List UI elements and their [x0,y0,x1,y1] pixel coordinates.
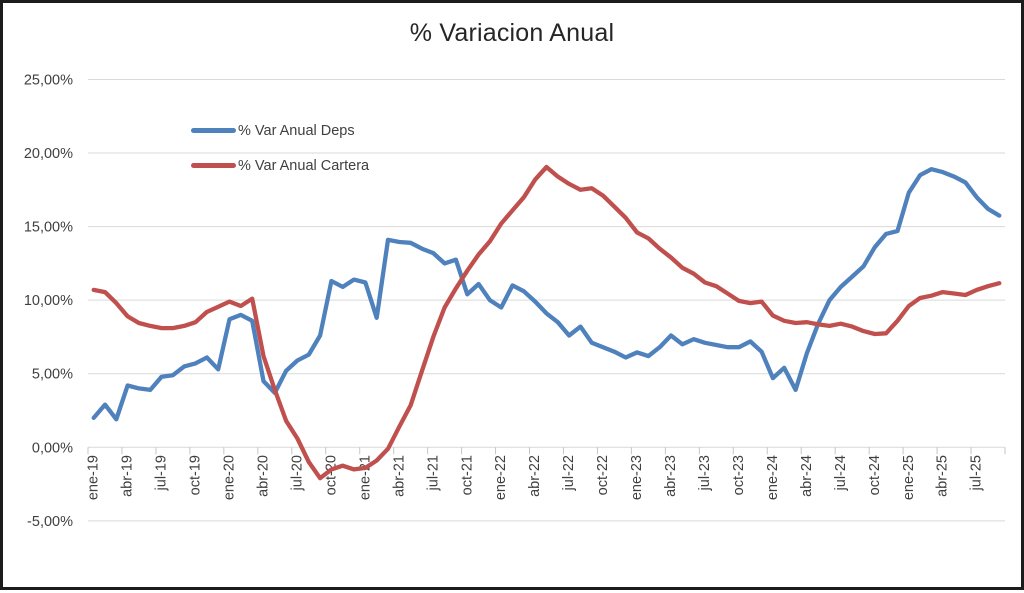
x-axis-label: abr-22 [527,455,543,497]
x-axis-label: jul-22 [561,455,577,491]
y-axis-label: -5,00% [27,514,73,530]
legend-item-cartera: % Var Anual Cartera [191,148,369,183]
x-axis-label: oct-19 [188,455,204,495]
y-axis-label: 5,00% [32,367,73,383]
y-axis-label: 0,00% [32,440,73,456]
y-axis-label: 15,00% [24,220,73,236]
x-axis-label: jul-24 [833,455,849,491]
x-axis-label: ene-23 [629,455,645,500]
y-axis-label: 25,00% [24,72,73,88]
x-axis-label: jul-19 [154,455,170,491]
x-axis-label: oct-24 [867,455,883,495]
x-axis-label: oct-21 [459,455,475,495]
x-axis-label: oct-23 [731,455,747,495]
line-chart: 25,00% 20,00% 15,00% 10,00% 5,00% 0,00% -5,00%… [24,72,1006,530]
y-axis-label: 20,00% [24,146,73,162]
x-axis-label: ene-25 [901,455,917,500]
chart-title: % Variacion Anual [409,19,615,47]
x-axis-label: oct-20 [323,455,339,495]
legend: % Var Anual Deps % Var Anual Cartera [191,113,369,183]
x-axis-label: ene-22 [493,455,509,500]
x-axis-label: ene-19 [86,455,102,500]
x-axis-label: abr-25 [935,455,951,497]
x-axis-label: abr-20 [255,455,271,497]
series-line-deps [91,167,1002,422]
x-axis-label: jul-20 [289,455,305,491]
x-axis-label: oct-22 [595,455,611,495]
x-axis-label: ene-20 [222,455,238,500]
x-axis-label: abr-19 [120,455,136,497]
legend-label-deps: % Var Anual Deps [238,122,355,139]
series-line-cartera [91,164,1002,481]
x-axis-label: jul-21 [425,455,441,491]
x-axis-label: abr-24 [799,455,815,497]
x-axis-label: jul-25 [969,455,985,491]
legend-item-deps: % Var Anual Deps [191,113,369,148]
y-axis-label: 10,00% [24,293,73,309]
x-axis-label: abr-21 [391,455,407,497]
legend-line-sample-deps [191,128,236,133]
x-axis-label: abr-23 [663,455,679,497]
legend-line-sample-cartera [191,163,236,168]
x-axis-label: jul-23 [697,455,713,491]
x-axis-label: ene-24 [765,455,781,500]
legend-label-cartera: % Var Anual Cartera [238,157,370,174]
